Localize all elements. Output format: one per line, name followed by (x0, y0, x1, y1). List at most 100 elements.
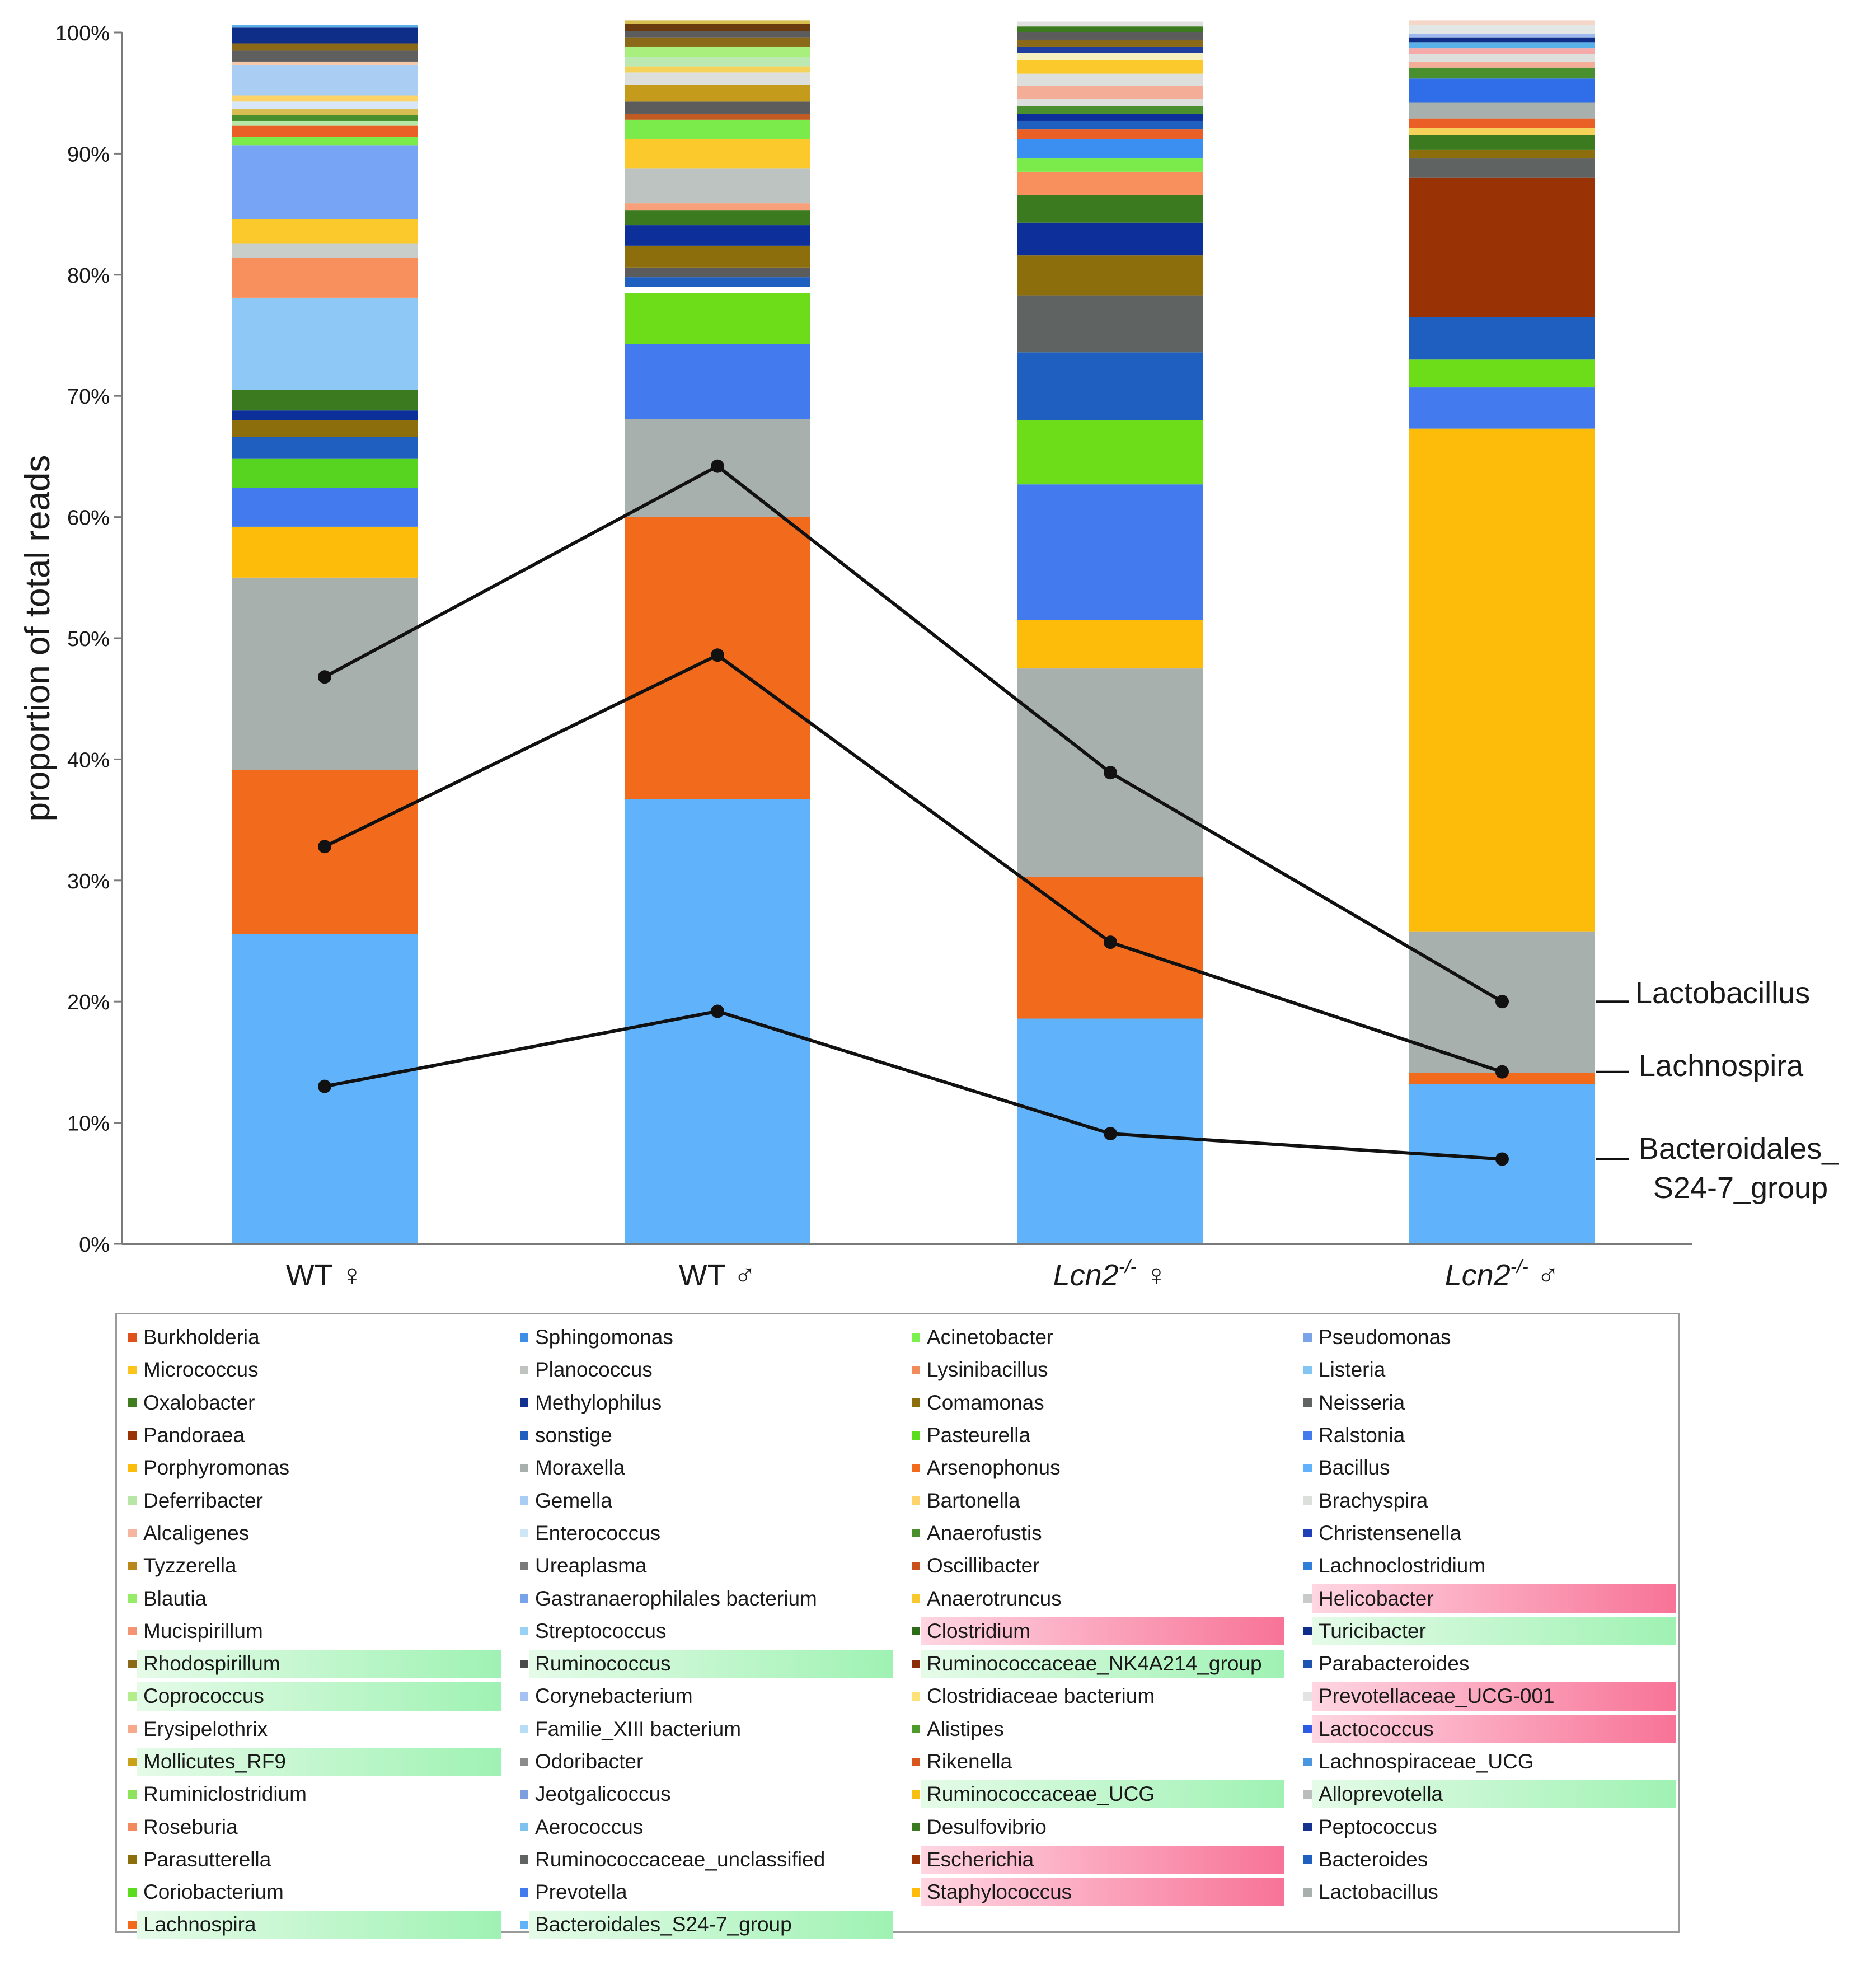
legend-swatch (520, 1725, 528, 1734)
bar-segment (232, 125, 418, 137)
trend-point (1495, 1065, 1509, 1079)
bar-segment (1409, 54, 1595, 62)
bar-segment (232, 120, 418, 126)
bar-segment (625, 799, 810, 1244)
legend-swatch (912, 1757, 920, 1766)
legend-highlight (529, 1649, 893, 1678)
legend-item: Christensenella (1296, 1517, 1676, 1550)
bar-segment (232, 115, 418, 121)
legend-label: Ruminococcus (535, 1652, 671, 1676)
legend-swatch (520, 1888, 528, 1897)
bar-segment (1409, 128, 1595, 135)
legend-swatch (520, 1365, 528, 1374)
legend-item: Blautia (120, 1582, 512, 1614)
bar-segment (1409, 177, 1595, 317)
legend-swatch (128, 1692, 137, 1701)
bar-segment (625, 66, 810, 73)
bar-stacks (232, 20, 1595, 1244)
legend-label: Burkholderia (143, 1326, 260, 1349)
bar-segment (232, 25, 418, 28)
legend-highlight (137, 1747, 501, 1776)
legend-item: Listeria (1296, 1354, 1676, 1386)
legend-swatch (1303, 1594, 1312, 1603)
legend-item: Lactobacillus (1296, 1876, 1676, 1908)
legend-swatch (128, 1790, 137, 1799)
legend-highlight (921, 1845, 1284, 1874)
legend-label: Brachyspira (1319, 1489, 1428, 1512)
trend-line-labels: Lactobacillus Lachnospira Bacteroidales_ S2… (1635, 976, 1839, 1205)
bar-segment (625, 225, 810, 246)
trend-line (323, 464, 1503, 1003)
bar-segment (1017, 420, 1203, 485)
legend-label: Arsenophonus (927, 1456, 1061, 1480)
legend-swatch (128, 1398, 137, 1407)
bar-segment (232, 145, 418, 219)
legend-label: Streptococcus (535, 1619, 667, 1642)
bar-segment (625, 245, 810, 268)
legend-swatch (1303, 1790, 1312, 1799)
bar-segment (232, 95, 418, 102)
legend-swatch (520, 1627, 528, 1636)
bar-segment (1409, 48, 1595, 54)
legend-label: Coprococcus (143, 1684, 264, 1708)
bar-segment (625, 287, 810, 293)
bar-segment (1017, 60, 1203, 74)
bar-segment (1409, 34, 1595, 38)
bar-segment (625, 31, 810, 38)
bar-segment (625, 293, 810, 344)
legend-item: Sphingomonas (512, 1321, 904, 1354)
legend-item: Coprococcus (120, 1680, 512, 1712)
legend-swatch (912, 1725, 920, 1734)
legend-swatch (912, 1463, 920, 1472)
bar-segment (232, 526, 418, 578)
legend-swatch (128, 1920, 137, 1929)
bar-segment (1409, 359, 1595, 388)
bar-segment (1017, 32, 1203, 40)
legend-swatch (128, 1627, 137, 1636)
legend-swatch (1303, 1561, 1312, 1570)
legend-item: Pseudomonas (1296, 1321, 1676, 1354)
legend-item: Staphylococcus (904, 1876, 1296, 1908)
legend-item: Tyzzerella (120, 1550, 512, 1582)
legend-label: Lachnospira (143, 1913, 256, 1936)
legend-item: Ruminococcaceae_UCG (904, 1778, 1296, 1810)
legend-label: Blautia (143, 1586, 207, 1610)
trend-point (1104, 935, 1117, 949)
bar-segment (1017, 113, 1203, 121)
y-tick-label: 30% (67, 870, 110, 893)
legend-swatch (128, 1757, 137, 1766)
legend-highlight (921, 1878, 1284, 1907)
legend-swatch (520, 1823, 528, 1832)
bar-segment (1017, 222, 1203, 256)
legend-swatch (520, 1561, 528, 1570)
legend-swatch (912, 1561, 920, 1570)
legend-label: Gemella (535, 1489, 612, 1512)
x-label: Lcn2-/- ♂ (1445, 1256, 1560, 1292)
legend-swatch (1303, 1463, 1312, 1472)
legend-label: Micrococcus (143, 1358, 259, 1382)
legend-label: Lactobacillus (1319, 1880, 1438, 1904)
bar-segment (1409, 158, 1595, 178)
legend-swatch (520, 1431, 528, 1440)
legend-item: Comamonas (904, 1387, 1296, 1419)
legend-label: sonstige (535, 1424, 612, 1447)
bar-segment (232, 390, 418, 411)
line-label: Lachnospira (1639, 1049, 1804, 1083)
legend-label: Rikenella (927, 1750, 1012, 1773)
legend-item: Prevotella (512, 1876, 904, 1908)
bar-segment (232, 27, 418, 44)
legend-swatch (912, 1790, 920, 1799)
legend: Burkholderia Sphingomonas Acinetobacter Pse… (115, 1313, 1680, 1939)
legend-swatch (520, 1594, 528, 1603)
legend-item: Familie_XIII bacterium (512, 1713, 904, 1745)
legend-item: Enterococcus (512, 1517, 904, 1550)
legend-item: Burkholderia (120, 1321, 512, 1354)
legend-label: Oxalobacter (143, 1391, 255, 1414)
bar-segment (1409, 78, 1595, 103)
legend-label: Parasutterella (143, 1847, 271, 1871)
bar-segment (1017, 484, 1203, 620)
legend-swatch (912, 1823, 920, 1832)
legend-swatch (912, 1496, 920, 1505)
bar-segment (1409, 317, 1595, 360)
legend-item: Ruminococcaceae_unclassified (512, 1843, 904, 1876)
